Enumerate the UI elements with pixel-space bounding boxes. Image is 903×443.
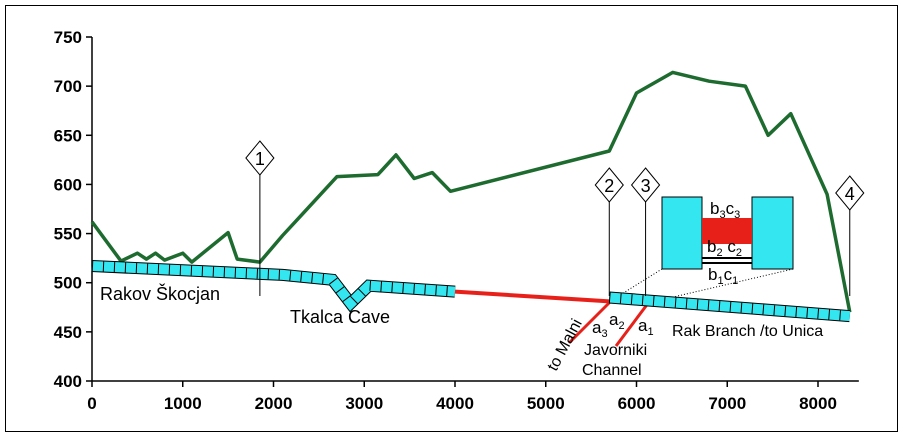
x-tick-label: 1000 — [164, 394, 202, 413]
symbol: c — [723, 237, 737, 256]
y-tick-label: 700 — [54, 77, 82, 96]
marker-diamond — [835, 175, 865, 211]
inset-block — [661, 196, 703, 270]
annotation: a2 — [609, 310, 625, 332]
marker-diamond — [245, 140, 275, 176]
x-tick-label: 3000 — [345, 394, 383, 413]
annotation: Rak Branch /to Unica — [672, 323, 823, 340]
annotation: a3 — [592, 318, 608, 340]
symbol: a — [638, 316, 648, 335]
symbol: c — [724, 265, 733, 284]
subscript: 3 — [601, 328, 607, 340]
subscript: 3 — [719, 209, 725, 221]
branch — [567, 298, 614, 345]
symbol: c — [726, 199, 735, 218]
annotation: Tkalca Cave — [290, 307, 390, 327]
x-tick-label: 0 — [87, 394, 96, 413]
subscript: 1 — [717, 275, 723, 287]
symbol: b — [708, 265, 717, 284]
leader — [611, 268, 663, 301]
subscript: 2 — [736, 247, 742, 259]
x-tick-label: 5000 — [527, 394, 565, 413]
profile-line — [90, 70, 852, 313]
inset-bar — [702, 218, 752, 244]
marker-diamond — [630, 167, 661, 203]
subscript: 2 — [716, 247, 722, 259]
annotation: b3c3 — [710, 199, 740, 221]
y-tick-label: 450 — [54, 323, 82, 342]
passage — [91, 261, 456, 311]
annotation: Javorniki — [584, 342, 647, 359]
inset-block — [751, 196, 794, 270]
passage-flooded — [454, 289, 610, 304]
y-tick-label: 600 — [54, 175, 82, 194]
marker-diamond — [594, 167, 624, 203]
x-tick-label: 6000 — [618, 394, 656, 413]
x-tick-label: 8000 — [799, 394, 837, 413]
subscript: 1 — [647, 326, 653, 338]
symbol: b — [707, 237, 716, 256]
marker-label: 4 — [845, 184, 855, 204]
annotation: Rakov Škocjan — [100, 283, 220, 304]
y-tick-label: 750 — [54, 28, 82, 47]
x-tick-label: 7000 — [708, 394, 746, 413]
annotation: Channel — [582, 362, 642, 379]
y-tick-label: 400 — [54, 372, 82, 391]
symbol: a — [592, 318, 602, 337]
y-tick-label: 650 — [54, 126, 82, 145]
marker-label: 2 — [604, 176, 614, 196]
inset — [611, 196, 794, 303]
y-tick-label: 500 — [54, 274, 82, 293]
subscript: 2 — [618, 320, 624, 332]
symbol: b — [710, 199, 719, 218]
subscript: 3 — [734, 209, 740, 221]
marker-label: 1 — [255, 149, 265, 169]
annotation: b1c1 — [708, 265, 738, 287]
marker-label: 3 — [641, 176, 651, 196]
symbol: a — [609, 310, 619, 329]
leader — [651, 268, 794, 303]
passage — [608, 292, 851, 322]
subscript: 1 — [732, 275, 738, 287]
x-tick-label: 2000 — [255, 394, 293, 413]
annotation: b2 c2 — [707, 237, 742, 259]
x-tick-label: 4000 — [436, 394, 474, 413]
annotation: a1 — [638, 316, 654, 338]
y-tick-label: 550 — [54, 225, 82, 244]
